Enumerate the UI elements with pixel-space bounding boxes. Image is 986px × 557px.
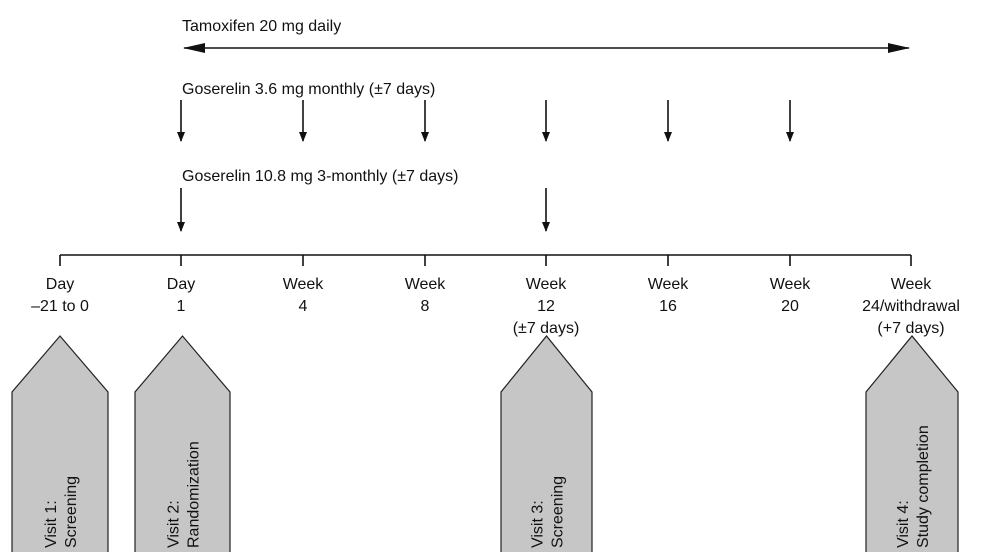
visit-label: Randomization <box>186 441 203 548</box>
visit-label: Visit 3: <box>530 500 547 548</box>
therapy-label: Goserelin 3.6 mg monthly (±7 days) <box>182 81 435 98</box>
timepoint-label: –21 to 0 <box>31 298 89 315</box>
timepoint-label: 20 <box>781 298 799 315</box>
visit-label: Screening <box>63 476 80 548</box>
timepoint-label: 12 <box>537 298 555 315</box>
visit-label: Screening <box>550 476 567 548</box>
timepoint-label: 24/withdrawal <box>862 298 960 315</box>
timepoint-label: 16 <box>659 298 677 315</box>
timepoint-label: Week <box>648 276 690 293</box>
timepoint-label: Day <box>167 276 195 293</box>
visit-label: Visit 2: <box>166 500 183 548</box>
timepoint-label: Week <box>405 276 447 293</box>
visit-marker <box>11 335 109 557</box>
timepoint-label: Week <box>770 276 812 293</box>
visit-label: Visit 4: <box>895 500 912 548</box>
timepoint-label: Day <box>46 276 74 293</box>
therapy-label: Goserelin 10.8 mg 3-monthly (±7 days) <box>182 168 458 185</box>
visit-marker <box>134 335 231 557</box>
timepoint-label: 4 <box>299 298 308 315</box>
timepoint-label: 1 <box>177 298 186 315</box>
therapy-label: Tamoxifen 20 mg daily <box>182 18 341 35</box>
visit-marker <box>865 335 959 557</box>
visit-label: Study completion <box>915 425 932 548</box>
timepoint-label: (±7 days) <box>513 320 580 337</box>
visit-label: Visit 1: <box>43 500 60 548</box>
timepoint-label: 8 <box>421 298 430 315</box>
timepoint-label: (+7 days) <box>877 320 944 337</box>
timepoint-label: Week <box>526 276 568 293</box>
timepoint-label: Week <box>283 276 325 293</box>
visit-marker <box>500 335 593 557</box>
timepoint-label: Week <box>891 276 933 293</box>
